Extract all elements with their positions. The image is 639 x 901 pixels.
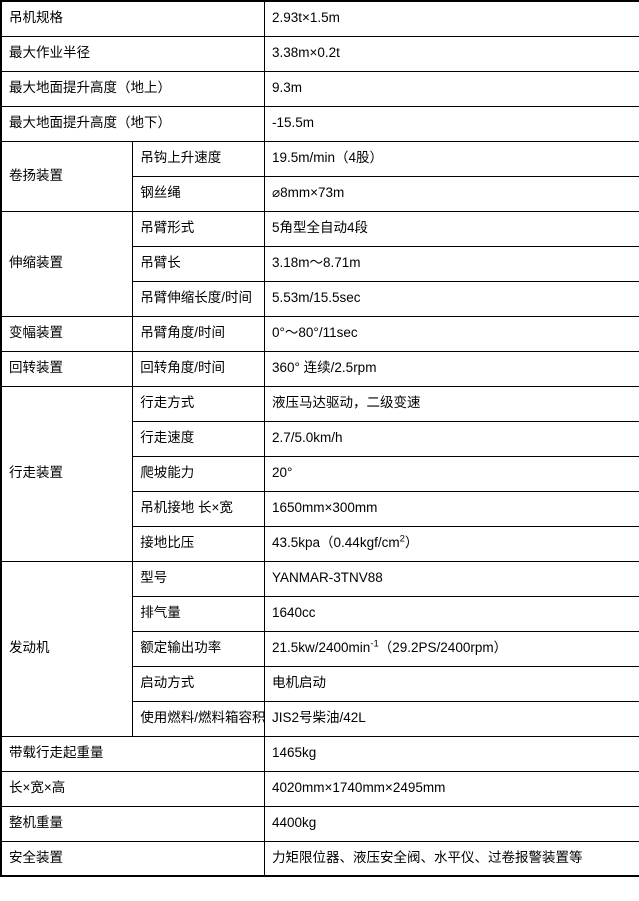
table-row: 钢丝绳 ⌀8mm×73m xyxy=(1,175,639,212)
spec-group-label: 卷扬装置 xyxy=(0,140,134,212)
spec-value: 2.7/5.0km/h xyxy=(264,420,639,457)
spec-value-text: 21.5kw/2400min xyxy=(272,640,371,656)
table-row: 发动机 型号 YANMAR-3TNV88 xyxy=(0,560,639,737)
table-row: 回转装置 回转角度/时间 360° 连续/2.5rpm xyxy=(0,350,639,387)
spec-value: 2.93t×1.5m xyxy=(264,0,639,37)
spec-label: 型号 xyxy=(132,560,265,597)
spec-label: 吊钩上升速度 xyxy=(132,140,265,177)
spec-label: 使用燃料/燃料箱容积 xyxy=(132,700,265,737)
table-row: 行走装置 行走方式 液压马达驱动，二级变速 xyxy=(0,385,639,562)
spec-label: 吊臂长 xyxy=(132,245,265,282)
table-row: 变幅装置 吊臂角度/时间 0°～80°/11sec xyxy=(0,315,639,352)
spec-value: JIS2号柴油/42L xyxy=(264,700,639,737)
spec-label: 带载行走起重量 xyxy=(0,735,265,772)
spec-value: 1650mm×300mm xyxy=(264,490,639,527)
spec-value: 3.38m×0.2t xyxy=(264,35,639,72)
table-row: 最大地面提升高度（地上） 9.3m xyxy=(0,70,639,107)
spec-value-text-tail: ） xyxy=(404,535,419,551)
table-row: 额定输出功率 21.5kw/2400min-1（29.2PS/2400rpm） xyxy=(1,630,639,667)
spec-value: 电机启动 xyxy=(264,665,639,702)
table-row: 最大作业半径 3.38m×0.2t xyxy=(0,35,639,72)
spec-value: 1465kg xyxy=(264,735,639,772)
table-row: 卷扬装置 吊钩上升速度 19.5m/min（4股） xyxy=(0,140,639,212)
spec-label: 爬坡能力 xyxy=(132,455,265,492)
spec-label: 安全装置 xyxy=(0,840,265,877)
table-row: 安全装置 力矩限位器、液压安全阀、水平仪、过卷报警装置等 xyxy=(0,840,639,877)
table-row: 行走速度 2.7/5.0km/h xyxy=(1,420,639,457)
spec-label: 吊臂伸缩长度/时间 xyxy=(132,280,265,317)
spec-label: 最大地面提升高度（地下） xyxy=(0,105,265,142)
spec-group-label: 变幅装置 xyxy=(0,315,134,352)
table-row: 吊机规格 2.93t×1.5m xyxy=(0,0,639,37)
spec-value: 43.5kpa（0.44kgf/cm2） xyxy=(264,525,639,562)
table-row: 启动方式 电机启动 xyxy=(1,665,639,702)
spec-value: 5.53m/15.5sec xyxy=(264,280,639,317)
spec-value-text: 43.5kpa（0.44kgf/cm xyxy=(272,535,400,551)
spec-value: 4020mm×1740mm×2495mm xyxy=(264,770,639,807)
spec-group-label: 行走装置 xyxy=(0,385,134,562)
spec-value: 4400kg xyxy=(264,805,639,842)
spec-label: 最大地面提升高度（地上） xyxy=(0,70,265,107)
spec-label: 额定输出功率 xyxy=(132,630,265,667)
crane-specification-table: 吊机规格 2.93t×1.5m 最大作业半径 3.38m×0.2t 最大地面提升高度（地… xyxy=(0,0,639,877)
spec-label: 吊臂角度/时间 xyxy=(132,315,265,352)
spec-table-body: 吊机规格 2.93t×1.5m 最大作业半径 3.38m×0.2t 最大地面提升高度（地… xyxy=(0,0,639,877)
spec-value: 21.5kw/2400min-1（29.2PS/2400rpm） xyxy=(264,630,639,667)
table-row: 接地比压 43.5kpa（0.44kgf/cm2） xyxy=(1,525,639,562)
spec-group-label: 回转装置 xyxy=(0,350,134,387)
table-row: 带载行走起重量 1465kg xyxy=(0,735,639,772)
spec-label: 行走方式 xyxy=(132,385,265,422)
spec-label: 吊机规格 xyxy=(0,0,265,37)
table-row: 排气量 1640cc xyxy=(1,595,639,632)
spec-label: 回转角度/时间 xyxy=(132,350,265,387)
spec-group-label: 伸缩装置 xyxy=(0,210,134,317)
spec-value: -15.5m xyxy=(264,105,639,142)
spec-value: YANMAR-3TNV88 xyxy=(264,560,639,597)
spec-group-label: 发动机 xyxy=(0,560,134,737)
spec-value-superscript: 2 xyxy=(399,533,405,545)
table-row: 整机重量 4400kg xyxy=(0,805,639,842)
spec-value: 3.18m～8.71m xyxy=(264,245,639,282)
spec-value: 0°～80°/11sec xyxy=(264,315,639,352)
table-row: 吊臂伸缩长度/时间 5.53m/15.5sec xyxy=(1,280,639,317)
table-row: 长×宽×高 4020mm×1740mm×2495mm xyxy=(0,770,639,807)
spec-value: ⌀8mm×73m xyxy=(264,175,639,212)
spec-value: 1640cc xyxy=(264,595,639,632)
spec-label: 最大作业半径 xyxy=(0,35,265,72)
spec-value: 19.5m/min（4股） xyxy=(264,140,639,177)
spec-value: 360° 连续/2.5rpm xyxy=(264,350,639,387)
spec-label: 接地比压 xyxy=(132,525,265,562)
table-row: 使用燃料/燃料箱容积 JIS2号柴油/42L xyxy=(1,700,639,737)
spec-label: 行走速度 xyxy=(132,420,265,457)
spec-value: 力矩限位器、液压安全阀、水平仪、过卷报警装置等 xyxy=(264,840,639,877)
spec-label: 长×宽×高 xyxy=(0,770,265,807)
spec-label: 整机重量 xyxy=(0,805,265,842)
spec-value-superscript: -1 xyxy=(370,638,379,650)
spec-label: 启动方式 xyxy=(132,665,265,702)
table-row: 伸缩装置 吊臂形式 5角型全自动4段 xyxy=(0,210,639,317)
spec-value: 9.3m xyxy=(264,70,639,107)
spec-value-text-tail: （29.2PS/2400rpm） xyxy=(378,640,508,656)
spec-label: 吊机接地 长×宽 xyxy=(132,490,265,527)
spec-label: 吊臂形式 xyxy=(132,210,265,247)
table-row: 最大地面提升高度（地下） -15.5m xyxy=(0,105,639,142)
spec-value: 20° xyxy=(264,455,639,492)
spec-value: 液压马达驱动，二级变速 xyxy=(264,385,639,422)
table-row: 爬坡能力 20° xyxy=(1,455,639,492)
spec-value: 5角型全自动4段 xyxy=(264,210,639,247)
spec-label: 钢丝绳 xyxy=(132,175,265,212)
spec-label: 排气量 xyxy=(132,595,265,632)
